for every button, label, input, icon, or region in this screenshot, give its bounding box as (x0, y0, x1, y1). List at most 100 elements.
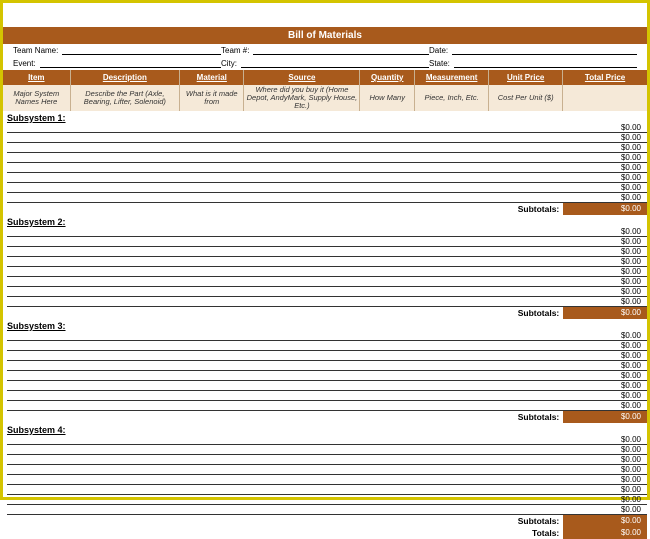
row-total-price: $0.00 (564, 435, 647, 445)
data-row[interactable]: $0.00 (3, 267, 647, 277)
subtotal-label: Subtotals: (489, 204, 563, 214)
row-fields[interactable] (7, 495, 564, 505)
section-header: Subsystem 3: (3, 319, 647, 331)
row-total-price: $0.00 (564, 143, 647, 153)
row-fields[interactable] (7, 391, 564, 401)
data-row[interactable]: $0.00 (3, 495, 647, 505)
row-fields[interactable] (7, 247, 564, 257)
row-total-price: $0.00 (564, 123, 647, 133)
row-fields[interactable] (7, 505, 564, 515)
header-material: Material (180, 70, 244, 85)
row-total-price: $0.00 (564, 391, 647, 401)
row-fields[interactable] (7, 173, 564, 183)
row-fields[interactable] (7, 381, 564, 391)
team-name-input[interactable] (62, 46, 221, 55)
data-row[interactable]: $0.00 (3, 193, 647, 203)
row-fields[interactable] (7, 475, 564, 485)
data-row[interactable]: $0.00 (3, 287, 647, 297)
row-fields[interactable] (7, 257, 564, 267)
date-input[interactable] (452, 46, 637, 55)
row-fields[interactable] (7, 267, 564, 277)
event-input[interactable] (40, 59, 221, 68)
team-num-input[interactable] (253, 46, 429, 55)
event-label: Event: (13, 59, 36, 68)
row-fields[interactable] (7, 361, 564, 371)
data-row[interactable]: $0.00 (3, 371, 647, 381)
data-row[interactable]: $0.00 (3, 257, 647, 267)
row-fields[interactable] (7, 123, 564, 133)
row-total-price: $0.00 (564, 331, 647, 341)
header-measurement: Measurement (415, 70, 489, 85)
column-headers: Item Description Material Source Quantit… (3, 70, 647, 85)
row-fields[interactable] (7, 183, 564, 193)
data-row[interactable]: $0.00 (3, 445, 647, 455)
row-fields[interactable] (7, 485, 564, 495)
city-input[interactable] (241, 59, 429, 68)
data-row[interactable]: $0.00 (3, 351, 647, 361)
data-row[interactable]: $0.00 (3, 247, 647, 257)
hint-source: Where did you buy it (Home Depot, AndyMa… (244, 85, 360, 111)
header-quantity: Quantity (360, 70, 415, 85)
data-row[interactable]: $0.00 (3, 435, 647, 445)
row-total-price: $0.00 (564, 401, 647, 411)
row-fields[interactable] (7, 143, 564, 153)
row-fields[interactable] (7, 277, 564, 287)
data-row[interactable]: $0.00 (3, 401, 647, 411)
row-total-price: $0.00 (564, 163, 647, 173)
subtotal-value: $0.00 (563, 527, 647, 539)
data-row[interactable]: $0.00 (3, 485, 647, 495)
row-fields[interactable] (7, 227, 564, 237)
city-label: City: (221, 59, 237, 68)
data-row[interactable]: $0.00 (3, 277, 647, 287)
data-row[interactable]: $0.00 (3, 331, 647, 341)
data-row[interactable]: $0.00 (3, 455, 647, 465)
row-fields[interactable] (7, 371, 564, 381)
row-fields[interactable] (7, 153, 564, 163)
row-fields[interactable] (7, 435, 564, 445)
row-total-price: $0.00 (564, 227, 647, 237)
data-row[interactable]: $0.00 (3, 465, 647, 475)
row-total-price: $0.00 (564, 237, 647, 247)
section-header: Subsystem 1: (3, 111, 647, 123)
subtotal-label: Subtotals: (489, 412, 563, 422)
row-fields[interactable] (7, 445, 564, 455)
row-fields[interactable] (7, 465, 564, 475)
data-row[interactable]: $0.00 (3, 227, 647, 237)
data-row[interactable]: $0.00 (3, 475, 647, 485)
data-row[interactable]: $0.00 (3, 123, 647, 133)
data-row[interactable]: $0.00 (3, 163, 647, 173)
data-row[interactable]: $0.00 (3, 297, 647, 307)
data-row[interactable]: $0.00 (3, 391, 647, 401)
data-row[interactable]: $0.00 (3, 143, 647, 153)
data-row[interactable]: $0.00 (3, 341, 647, 351)
row-total-price: $0.00 (564, 455, 647, 465)
header-unit-price: Unit Price (489, 70, 563, 85)
data-row[interactable]: $0.00 (3, 153, 647, 163)
data-row[interactable]: $0.00 (3, 361, 647, 371)
row-fields[interactable] (7, 163, 564, 173)
row-fields[interactable] (7, 237, 564, 247)
row-total-price: $0.00 (564, 465, 647, 475)
data-row[interactable]: $0.00 (3, 173, 647, 183)
row-fields[interactable] (7, 297, 564, 307)
row-fields[interactable] (7, 287, 564, 297)
row-fields[interactable] (7, 341, 564, 351)
row-fields[interactable] (7, 351, 564, 361)
row-fields[interactable] (7, 401, 564, 411)
data-row[interactable]: $0.00 (3, 505, 647, 515)
data-row[interactable]: $0.00 (3, 133, 647, 143)
subtotal-label: Subtotals: (489, 308, 563, 318)
row-fields[interactable] (7, 193, 564, 203)
row-fields[interactable] (7, 331, 564, 341)
state-input[interactable] (454, 59, 637, 68)
row-fields[interactable] (7, 455, 564, 465)
data-row[interactable]: $0.00 (3, 381, 647, 391)
header-total-price: Total Price (563, 70, 647, 85)
data-row[interactable]: $0.00 (3, 183, 647, 193)
header-item: Item (3, 70, 71, 85)
subtotal-label: Totals: (489, 528, 563, 538)
row-fields[interactable] (7, 133, 564, 143)
data-row[interactable]: $0.00 (3, 237, 647, 247)
row-total-price: $0.00 (564, 361, 647, 371)
section-header: Subsystem 4: (3, 423, 647, 435)
